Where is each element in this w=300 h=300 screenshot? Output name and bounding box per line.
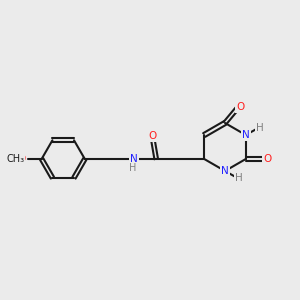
Text: CH₃: CH₃ [6, 154, 24, 164]
Text: O: O [263, 154, 271, 164]
Text: O: O [17, 154, 26, 164]
Text: O: O [236, 102, 245, 112]
Text: H: H [129, 163, 137, 173]
Text: O: O [148, 131, 156, 141]
Text: H: H [235, 173, 243, 183]
Text: N: N [221, 166, 229, 176]
Text: N: N [242, 130, 250, 140]
Text: H: H [256, 123, 263, 133]
Text: N: N [130, 154, 138, 164]
